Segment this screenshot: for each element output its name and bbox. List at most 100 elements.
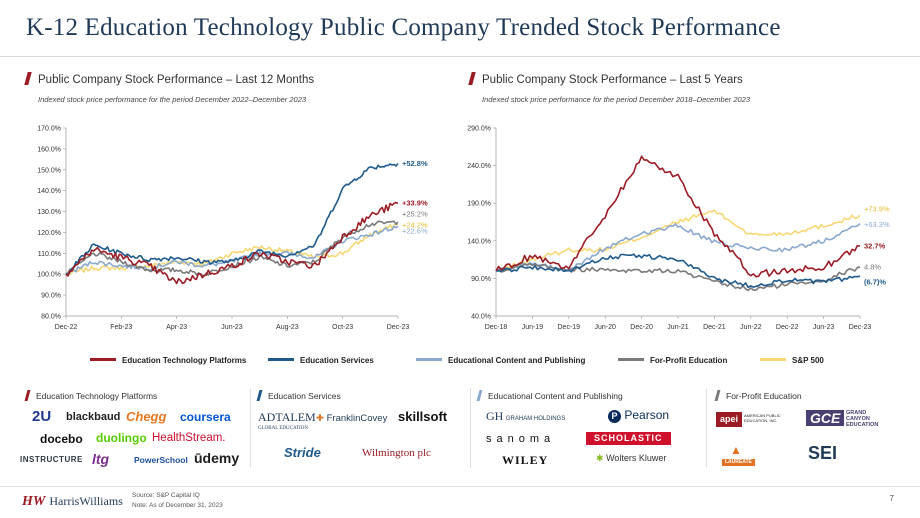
source-text: Source: S&P Capital IQ — [132, 492, 200, 499]
end-label-edtech: 32.7% — [864, 242, 886, 251]
category-divider — [470, 388, 471, 468]
category-divider — [250, 388, 251, 468]
end-label-sp500: +24.2% — [402, 221, 428, 230]
logo-laureate: LAUREATE — [722, 459, 755, 466]
y-tick-label: 130.0% — [37, 209, 61, 216]
legend-item-forprofit: For-Profit Education — [618, 356, 727, 365]
pearson-p-icon: P — [608, 410, 621, 423]
logo-franklincovey-text: FranklinCovey — [326, 413, 388, 424]
series-line-edtech — [495, 155, 861, 278]
x-tick-label: Jun-20 — [594, 324, 616, 331]
logo-scholastic: SCHOLASTIC — [586, 432, 671, 445]
wk-icon: ✱ — [596, 453, 604, 463]
logo-graham-text: GRAHAM HOLDINGS — [505, 416, 566, 422]
end-label-forprofit: 4.8% — [864, 263, 881, 272]
logo-duolingo: duolingo — [96, 431, 147, 445]
x-tick-label: Jun-22 — [740, 324, 762, 331]
logo-apei-tagline: AMERICAN PUBLIC EDUCATION, INC. — [744, 413, 781, 423]
logo-healthstream: HealthStream. — [152, 432, 226, 444]
page-number: 7 — [889, 494, 894, 503]
y-tick-label: 140.0% — [467, 238, 491, 245]
legend-swatch — [416, 358, 442, 361]
accent-slash — [256, 390, 263, 401]
right-panel-heading-text: Public Company Stock Performance – Last … — [482, 74, 743, 86]
chart-legend: Education Technology Platforms Education… — [90, 356, 850, 370]
right-panel-subheading: Indexed stock price performance for the … — [482, 95, 751, 104]
category-services-heading: Education Services — [256, 390, 341, 401]
x-tick-label: Dec-23 — [849, 324, 872, 331]
x-tick-label: Jun-19 — [522, 324, 544, 331]
legend-label: Educational Content and Publishing — [448, 356, 586, 365]
x-tick-label: Jun-23 — [813, 324, 835, 331]
end-label-content: +63.3% — [864, 220, 890, 229]
logo-ltg: ltg — [92, 451, 110, 467]
logo-skillsoft: skillsoft — [398, 409, 448, 424]
logo-grand-canyon: GRAND CANYON EDUCATION — [846, 410, 879, 428]
y-tick-label: 90.0% — [41, 293, 61, 300]
end-label-content: +22.6% — [402, 227, 428, 236]
logo-blackbaud: blackbaud — [66, 411, 121, 423]
y-tick-label: 190.0% — [467, 201, 491, 208]
logo-adtalem: ADTALEM — [258, 410, 316, 424]
logo-apei: apei — [716, 412, 743, 427]
left-panel-subheading: Indexed stock price performance for the … — [38, 95, 307, 104]
brand-mark: HW — [22, 494, 46, 509]
y-tick-label: 120.0% — [37, 230, 61, 237]
x-tick-label: Dec-23 — [387, 324, 410, 331]
x-tick-label: Dec-20 — [630, 324, 653, 331]
y-tick-label: 160.0% — [37, 146, 61, 153]
logo-gce-mark: GCE — [806, 410, 845, 426]
accent-slash — [24, 72, 32, 85]
series-line-sp500 — [65, 223, 399, 275]
end-label-sp500: +73.9% — [864, 205, 890, 214]
legend-swatch — [760, 358, 786, 361]
legend-item-services: Education Services — [268, 356, 374, 365]
left-panel-heading: Public Company Stock Performance – Last … — [24, 72, 314, 86]
series-line-forprofit — [495, 263, 861, 292]
logo-graham-holdings: GH GRAHAM HOLDINGS — [486, 410, 565, 422]
logo-adtalem-tagline: GLOBAL EDUCATION — [258, 426, 308, 431]
y-tick-label: 80.0% — [41, 314, 61, 321]
logo-wiley: WILEY — [502, 453, 549, 467]
brand-logo: HW HarrisWilliams — [22, 494, 123, 510]
compass-icon: ✚ — [316, 413, 324, 424]
end-label-services: (6.7)% — [864, 278, 886, 287]
end-label-forprofit: +25.2% — [402, 210, 428, 219]
legend-item-content: Educational Content and Publishing — [416, 356, 585, 365]
gh-monogram: GH — [486, 409, 504, 423]
logo-pearson: P Pearson — [608, 409, 669, 423]
legend-label: Education Technology Platforms — [122, 356, 247, 365]
y-tick-label: 100.0% — [37, 272, 61, 279]
logo-wolters-kluwer: ✱ Wolters Kluwer — [596, 454, 666, 463]
logo-stride: Stride — [284, 445, 321, 460]
footer-divider — [0, 486, 920, 487]
logo-wilmington: Wilmington plc — [362, 447, 431, 459]
chart-12-months: 80.0% 90.0% 100.0% 110.0% 120.0% 130.0% 140.0%… — [37, 126, 428, 332]
legend-label: S&P 500 — [792, 356, 824, 365]
y-tick-label: 290.0% — [467, 126, 491, 133]
y-tick-label: 150.0% — [37, 167, 61, 174]
logo-pearson-text: Pearson — [624, 408, 670, 422]
category-forprofit-heading: For-Profit Education — [714, 390, 802, 401]
x-tick-label: Jun-21 — [667, 324, 689, 331]
x-tick-label: Dec-18 — [485, 324, 508, 331]
logo-coursera: coursera — [180, 410, 231, 424]
x-tick-label: Feb-23 — [110, 324, 132, 331]
legend-label: For-Profit Education — [650, 356, 728, 365]
series-line-edtech — [65, 201, 399, 285]
series-line-forprofit — [65, 220, 399, 277]
title-divider — [0, 56, 920, 57]
right-panel-heading: Public Company Stock Performance – Last … — [468, 72, 743, 86]
laureate-icon: ▲ — [730, 443, 742, 457]
legend-label: Education Services — [300, 356, 374, 365]
brand-name: HarrisWilliams — [49, 494, 123, 508]
y-tick-label: 170.0% — [37, 126, 61, 133]
logo-instructure: INSTRUCTURE — [20, 455, 83, 464]
legend-swatch — [268, 358, 294, 361]
logo-udemy: ūdemy — [194, 450, 240, 466]
legend-swatch — [618, 358, 644, 361]
logo-2u: 2U — [32, 408, 52, 425]
x-tick-label: Jun-23 — [221, 324, 243, 331]
accent-slash — [24, 390, 31, 401]
end-label-edtech: +33.9% — [402, 199, 428, 208]
